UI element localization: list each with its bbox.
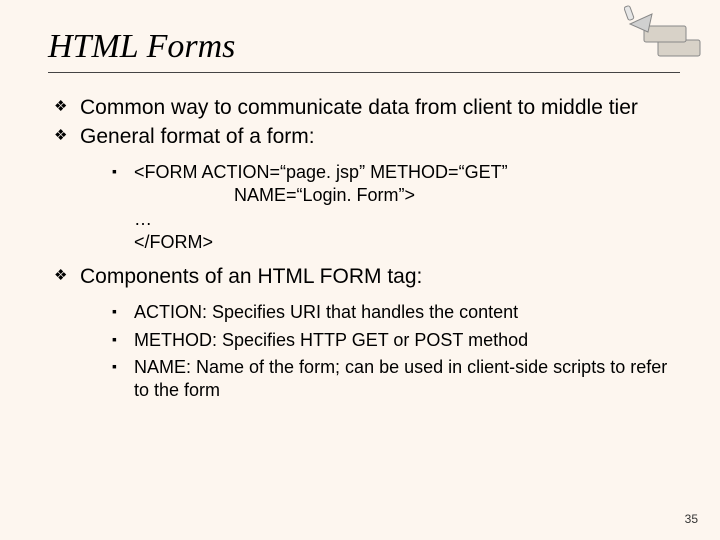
- sub-item: METHOD: Specifies HTTP GET or POST metho…: [112, 329, 680, 352]
- bullet-text: Components of an HTML FORM tag:: [80, 265, 422, 288]
- sub-item: ACTION: Specifies URI that handles the c…: [112, 301, 680, 324]
- code-line: <FORM ACTION=“page. jsp” METHOD=“GET”: [134, 161, 680, 184]
- bullet-text: General format of a form:: [80, 125, 315, 148]
- code-line: NAME=“Login. Form”>: [134, 184, 680, 207]
- sub-list: <FORM ACTION=“page. jsp” METHOD=“GET” NA…: [80, 161, 680, 255]
- sub-item: NAME: Name of the form; can be used in c…: [112, 356, 680, 403]
- sub-list: ACTION: Specifies URI that handles the c…: [80, 301, 680, 403]
- slide: HTML Forms Common way to communicate dat…: [0, 0, 720, 540]
- slide-title: HTML Forms: [48, 28, 680, 66]
- code-line: </FORM>: [134, 231, 680, 254]
- bullet-item: Components of an HTML FORM tag: ACTION: …: [54, 264, 680, 402]
- page-number: 35: [685, 512, 698, 526]
- bullet-item: General format of a form: <FORM ACTION=“…: [54, 124, 680, 254]
- bricks-trowel-icon: [624, 2, 706, 62]
- code-line: …: [134, 208, 680, 231]
- title-rule: [48, 72, 680, 73]
- code-block: <FORM ACTION=“page. jsp” METHOD=“GET” NA…: [112, 161, 680, 255]
- bullet-list: Common way to communicate data from clie…: [48, 95, 680, 403]
- bullet-item: Common way to communicate data from clie…: [54, 95, 680, 122]
